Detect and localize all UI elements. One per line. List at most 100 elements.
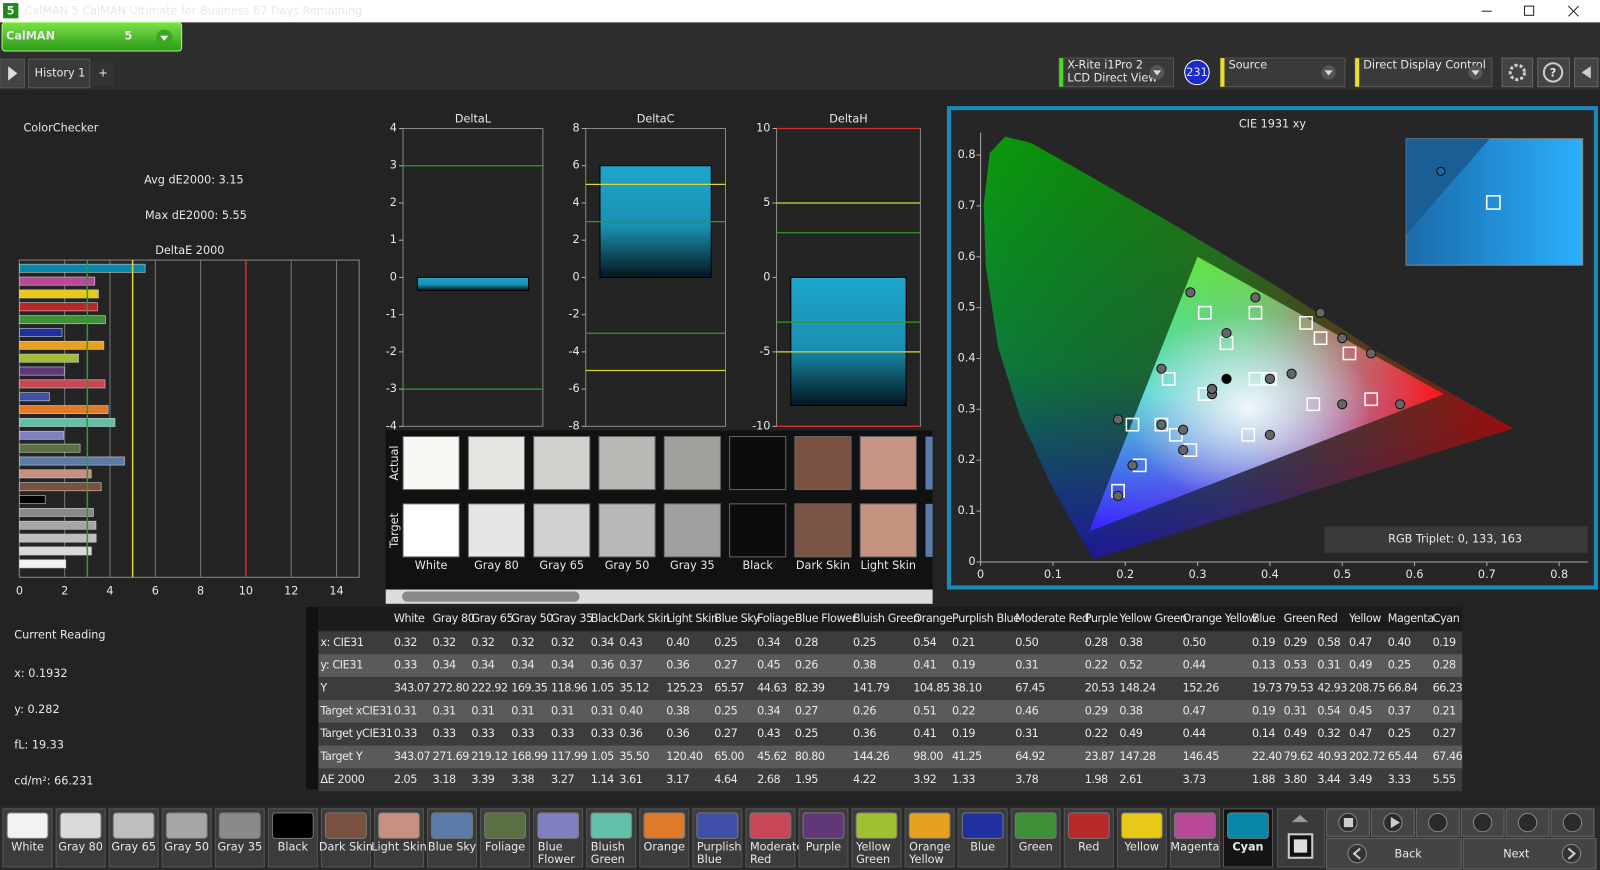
table-cell: 0.49 [1119,727,1142,740]
table-cell: 0.45 [1349,704,1372,717]
partial-swatch [925,436,933,490]
y-tick-label: -4 [568,345,579,358]
patch-label: Gray 35 [217,841,262,854]
reading-value: y: 0.282 [14,703,59,716]
add-tab[interactable] [91,61,115,86]
column-header: Foliage [757,612,795,625]
table-cell: 0.50 [1183,636,1206,649]
measured-point [1315,307,1326,318]
measured-point [1112,414,1124,425]
column-header: Blue Flower [795,612,857,625]
table-cell: 0.43 [619,636,642,649]
rgb-readout: RGB Triplet: 0, 133, 163 [1388,533,1522,546]
table-cell: 0.25 [795,727,818,740]
device-label: Direct Display Control [1363,58,1486,71]
de-bar [19,392,50,402]
table-cell: 65.44 [1388,750,1418,763]
de-bar [19,328,63,337]
measured-point [1156,363,1167,374]
column-header: Blue Sky [714,612,760,625]
patch-label: Red [1078,841,1099,854]
target-swatch [598,503,656,558]
de-bar [19,533,97,543]
table-row [318,722,1463,746]
table-cell: 0.40 [619,704,642,717]
back-icon [1347,843,1367,864]
measured-point [1156,419,1167,430]
patch-label: Green [1019,841,1053,854]
gamut-triangle-white [1089,256,1444,532]
table-cell: 0.19 [1252,636,1275,649]
patch-label: Dark Skin [319,841,373,854]
tab[interactable] [28,58,91,89]
upload-icon[interactable] [1291,814,1309,823]
table-cell: 3.38 [511,773,534,786]
y-tick-label: 0.7 [958,199,976,212]
table-cell: 79.53 [1284,681,1314,694]
patch-label: Gray 50 [164,841,209,854]
patch-color [1120,812,1163,839]
patch-label: Yellow Green [855,841,894,866]
de-bar [19,276,96,286]
settings-button[interactable] [1501,57,1534,88]
table-cell: 0.31 [1284,704,1307,717]
table-corner [306,606,319,790]
table-cell: 0.47 [1349,636,1372,649]
table-cell: 0.38 [853,659,876,672]
column-header: Gray 80 [433,612,475,625]
table-cell: 0.27 [795,704,818,717]
table-cell: 1.05 [591,681,614,694]
table-cell: 0.32 [471,636,494,649]
table-cell: 67.46 [1433,750,1463,763]
table-cell: 0.28 [1433,659,1456,672]
column-header: Yellow Green [1118,612,1186,625]
table-cell: 0.31 [471,704,494,717]
table-cell: 44.63 [757,681,787,694]
dropdown-arrow [1324,70,1333,76]
x-tick-label: 0 [16,585,23,598]
row-label: ΔE 2000 [320,773,364,786]
target-point [1248,305,1263,320]
target-swatch [794,503,852,558]
target-point [1342,346,1357,361]
table-cell: 3.49 [1349,773,1372,786]
table-cell: 0.14 [1252,727,1275,740]
target-swatch [663,503,721,558]
app-icon [3,3,19,19]
swatch-label: Gray 35 [670,559,715,572]
table-row [318,631,1463,655]
table-cell: 0.36 [619,727,642,740]
table-cell: 0.58 [1317,636,1340,649]
window-controls[interactable] [1481,5,1579,17]
de-bar [19,340,105,350]
x-tick-label: 0.3 [1189,568,1207,581]
table-cell: 0.31 [1015,659,1038,672]
patch-color [696,812,739,839]
table-cell: 0.32 [551,636,574,649]
device-badge [1184,59,1210,86]
table-cell: 0.36 [853,727,876,740]
table-cell: 0.36 [666,659,689,672]
title-bar [0,0,1600,23]
table-cell: 3.92 [913,773,936,786]
row-label: x: CIE31 [320,636,364,649]
window-title: CalMAN 5 CalMAN Ultimate for Business 67… [24,5,362,18]
logo[interactable] [1,21,183,52]
patch-label: Yellow [1124,841,1160,854]
de-bar [19,520,97,530]
swatch-label: Dark Skin [796,559,850,572]
table-cell: 20.53 [1085,681,1115,694]
patch-color [908,812,951,839]
table-cell: 117.99 [551,750,588,763]
de-bar [19,456,125,466]
actual-swatch [794,436,852,491]
table-row [318,745,1463,769]
table-cell: 272.80 [433,681,470,694]
table-cell: 35.50 [619,750,649,763]
row-label: Target xCIE31 [319,704,392,717]
table-cell: 0.54 [1317,704,1340,717]
measured-point [1366,348,1377,359]
table-cell: 0.41 [913,727,936,740]
scrollbar-thumb[interactable] [402,591,580,602]
actual-swatch [467,436,525,491]
